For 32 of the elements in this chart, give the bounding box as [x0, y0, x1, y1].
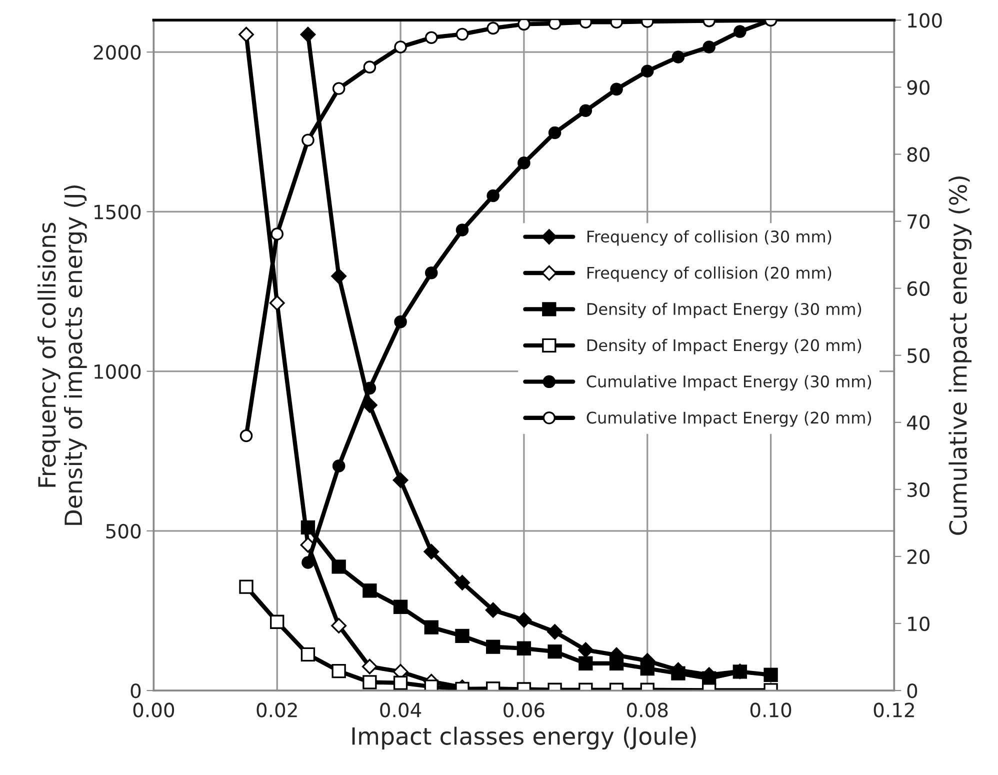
y-tick-label: 1000	[94, 364, 141, 379]
y2-tick-label: 70	[908, 214, 930, 229]
y2-tick-label: 100	[908, 13, 942, 28]
x-tick-label: 0.10	[750, 702, 792, 718]
x-tick-label: 0.00	[133, 702, 174, 718]
y-axis-title: Frequency of collisions Density of impacts energy (J)	[38, 185, 87, 525]
y2-tick-label: 50	[908, 348, 930, 363]
y2-axis-title: Cumulative impact energy (%)	[948, 176, 972, 535]
x-tick-label: 0.04	[380, 702, 422, 718]
x-tick-label: 0.06	[504, 702, 544, 718]
legend-label: Frequency of collision (30 mm)	[587, 230, 832, 246]
y2-tick-label: 90	[907, 80, 930, 95]
legend-label: Cumulative Impact Energy (20 mm)	[586, 411, 872, 427]
legend-label: Frequency of collision (20 mm)	[587, 266, 832, 282]
legend-label: Density of Impact Energy (20 mm)	[587, 338, 862, 354]
y2-tick-label: 40	[906, 415, 930, 430]
x-tick-label: 0.02	[256, 702, 297, 718]
legend-label: Cumulative Impact Energy (30 mm)	[586, 375, 872, 391]
x-tick-label: 0.08	[627, 702, 668, 718]
y-tick-label: 2000	[94, 45, 141, 60]
legend-label: Density of Impact Energy (30 mm)	[587, 302, 862, 318]
y2-tick-label: 60	[907, 281, 930, 296]
y2-tick-label: 10	[908, 616, 930, 632]
x-tick-label: 0.12	[874, 702, 914, 718]
y2-tick-label: 20	[907, 549, 930, 564]
y2-tick-label: 0	[907, 683, 918, 698]
y2-tick-label: 30	[907, 482, 930, 498]
x-axis-title: Impact classes energy (Joule)	[352, 726, 696, 750]
y2-tick-label: 80	[907, 147, 930, 162]
y-tick-label: 1500	[94, 204, 141, 220]
y-tick-label: 500	[106, 524, 141, 539]
y-tick-label: 0	[130, 683, 141, 698]
